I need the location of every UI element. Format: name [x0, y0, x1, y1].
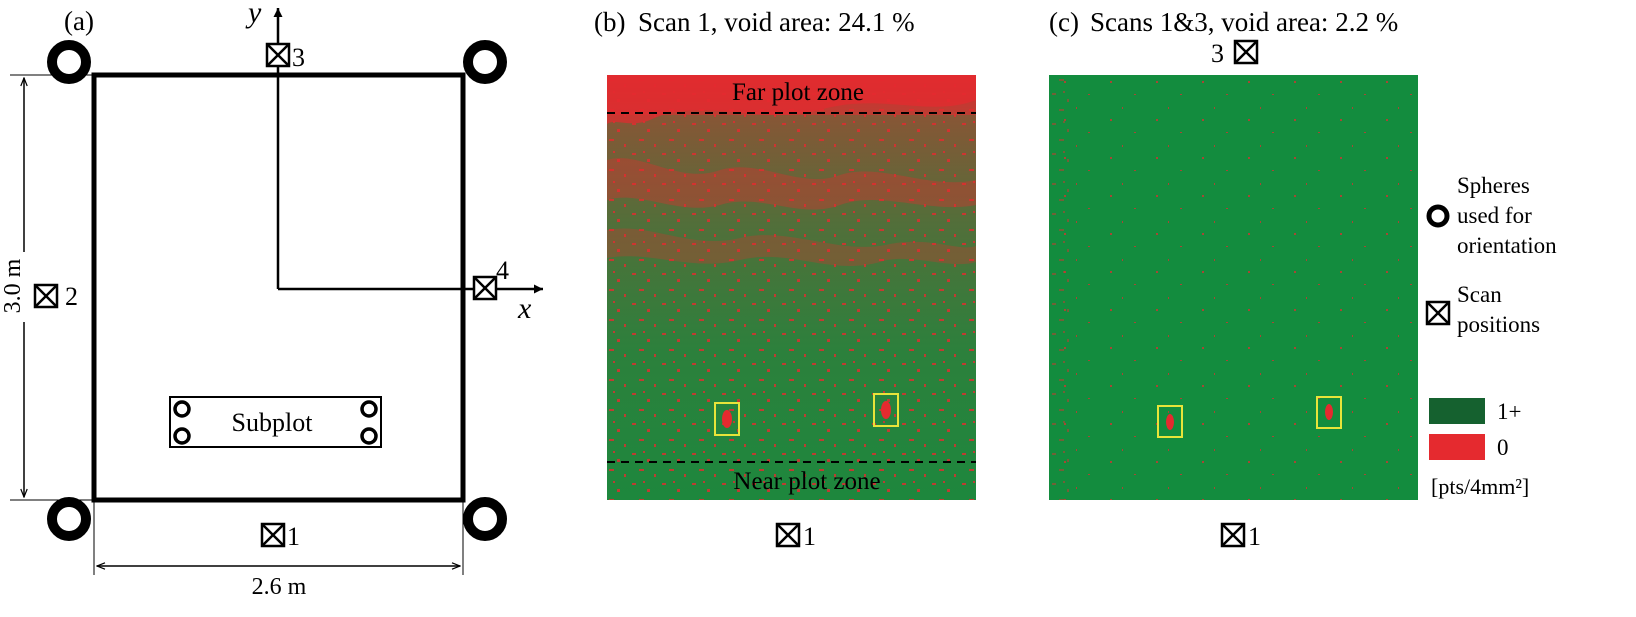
legend-spheres-line-3: orientation: [1457, 233, 1557, 258]
scan-position-label: 3: [292, 43, 305, 72]
subplot-label: Subplot: [232, 408, 314, 437]
sphere-icon: [173, 427, 191, 445]
sphere-icon: [463, 40, 507, 84]
legend-scan-positions: Scan positions: [1425, 282, 1540, 337]
scan-position-icon: [33, 283, 59, 309]
legend-density-high-label: 1+: [1497, 399, 1521, 424]
sphere-shadow-highlight: [873, 393, 899, 427]
scan-position-icon: [1425, 300, 1451, 326]
legend-swatch-green: [1429, 398, 1485, 424]
scan-position-3-marker: 3: [1211, 39, 1259, 68]
panel-b: (b) Scan 1, void area: 24.1 % Far plot z…: [594, 7, 976, 551]
sphere-icon: [47, 497, 91, 541]
legend-units: [pts/4mm²]: [1431, 474, 1529, 499]
scan-position-label: 3: [1211, 39, 1224, 68]
scan-position-1: 1: [260, 522, 300, 551]
scan-position-2: 2: [33, 282, 78, 311]
width-dimension: 2.6 m: [93, 500, 464, 600]
near-plot-zone-label: Near plot zone: [733, 468, 880, 495]
sphere-icon: [47, 40, 91, 84]
height-dimension-label: 3.0 m: [0, 258, 26, 313]
panel-b-title: Scan 1, void area: 24.1 %: [638, 7, 915, 37]
sphere-icon: [360, 427, 378, 445]
scan-position-label: 1: [803, 522, 816, 551]
sphere-icon: [1426, 204, 1450, 228]
coordinate-axes: y x: [245, 0, 543, 325]
panel-b-label: (b): [594, 7, 625, 37]
scan-position-3: 3: [265, 42, 305, 72]
corner-spheres: [47, 40, 507, 541]
sphere-icon: [360, 400, 378, 418]
sphere-icon: [463, 497, 507, 541]
panel-c-label: (c): [1049, 7, 1079, 37]
legend-spheres-line-2: used for: [1457, 203, 1532, 228]
scan-position-icon: [472, 275, 498, 301]
legend-density-zero-label: 0: [1497, 435, 1509, 460]
density-map-scan-1: Far plot zone Near plot zone: [607, 75, 976, 500]
sphere-icon: [173, 400, 191, 418]
scan-position-label: 1: [1248, 522, 1261, 551]
legend-density-zero: 0: [1429, 434, 1509, 460]
width-dimension-label: 2.6 m: [252, 574, 307, 600]
scan-position-label: 4: [496, 256, 509, 285]
far-plot-zone-label: Far plot zone: [732, 79, 864, 106]
sphere-shadow-highlight: [714, 402, 740, 436]
legend: Spheres used for orientation Scan positi…: [1425, 173, 1557, 499]
panel-a: (a) Subplot y x 3: [0, 0, 543, 600]
scan-position-icon: [775, 522, 801, 548]
scan-position-icon: [265, 42, 291, 68]
legend-swatch-red: [1429, 434, 1485, 460]
scan-position-icon: [1220, 522, 1246, 548]
sphere-shadow-highlight: [1157, 405, 1183, 438]
legend-scans-line-1: Scan: [1457, 282, 1502, 307]
x-axis-label: x: [517, 292, 532, 325]
sphere-shadow-highlight: [1316, 396, 1342, 429]
density-map-scans-1-3: [1049, 75, 1418, 500]
scan-position-icon: [260, 522, 286, 548]
panel-a-label: (a): [64, 6, 94, 36]
scan-position-1-marker: 1: [775, 522, 816, 551]
y-axis-label: y: [245, 0, 262, 29]
scan-position-label: 2: [65, 282, 78, 311]
height-dimension: 3.0 m: [0, 74, 94, 501]
legend-spheres-line-1: Spheres: [1457, 173, 1530, 198]
legend-spheres: Spheres used for orientation: [1426, 173, 1557, 258]
scan-position-icon: [1233, 39, 1259, 65]
panel-c: (c) Scans 1&3, void area: 2.2 % 3 1: [1049, 7, 1418, 551]
panel-c-title: Scans 1&3, void area: 2.2 %: [1090, 7, 1398, 37]
legend-scans-line-2: positions: [1457, 312, 1540, 337]
legend-density-high: 1+: [1429, 398, 1521, 424]
subplot: Subplot: [169, 396, 382, 448]
scan-position-label: 1: [287, 522, 300, 551]
scan-position-1-marker: 1: [1220, 522, 1261, 551]
scan-position-4: 4: [472, 256, 509, 301]
